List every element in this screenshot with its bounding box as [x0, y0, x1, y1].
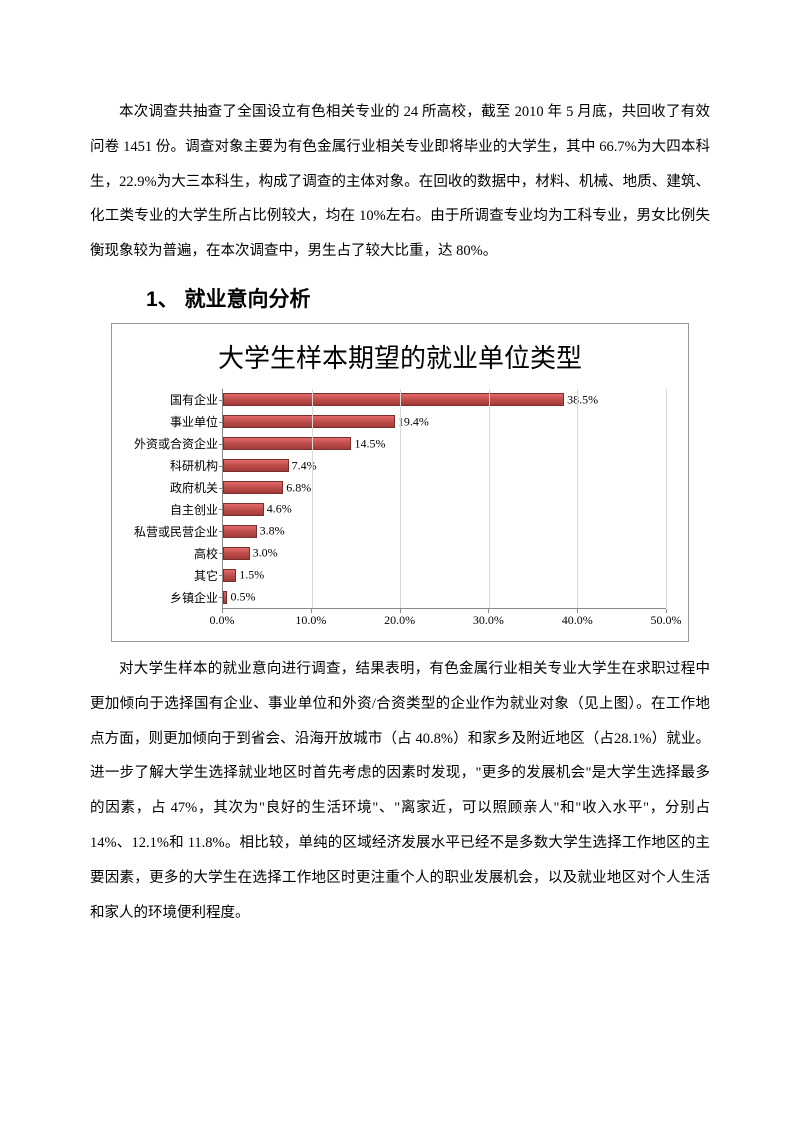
chart-content: 国有企业事业单位外资或合资企业科研机构政府机关自主创业私营或民营企业高校其它乡镇… — [134, 389, 666, 629]
y-axis-labels: 国有企业事业单位外资或合资企业科研机构政府机关自主创业私营或民营企业高校其它乡镇… — [134, 389, 218, 629]
y-label: 政府机关 — [134, 477, 218, 499]
y-label: 国有企业 — [134, 389, 218, 411]
bar-row: 0.5% — [223, 586, 666, 608]
bar-value-label: 3.8% — [260, 524, 285, 539]
grid-line — [400, 389, 401, 608]
y-label: 自主创业 — [134, 499, 218, 521]
bar-row: 3.0% — [223, 542, 666, 564]
y-label: 乡镇企业 — [134, 587, 218, 609]
employment-chart: 大学生样本期望的就业单位类型 国有企业事业单位外资或合资企业科研机构政府机关自主… — [111, 323, 689, 642]
bar: 3.0% — [223, 547, 250, 560]
bar: 4.6% — [223, 503, 264, 516]
x-label: 40.0% — [562, 613, 593, 628]
y-label: 其它 — [134, 565, 218, 587]
y-label: 高校 — [134, 543, 218, 565]
bar-value-label: 4.6% — [267, 502, 292, 517]
x-axis: 0.0%10.0%20.0%30.0%40.0%50.0% — [222, 609, 666, 629]
bar-row: 7.4% — [223, 455, 666, 477]
grid-line — [577, 389, 578, 608]
bar-row: 4.6% — [223, 499, 666, 521]
plot-area: 38.5% 19.4% 14.5% 7.4% 6.8% 4.6% 3.8% 3.0% 1.5% 0… — [222, 389, 666, 609]
x-label: 20.0% — [384, 613, 415, 628]
x-label: 30.0% — [473, 613, 504, 628]
grid-line — [666, 389, 667, 608]
y-label: 科研机构 — [134, 455, 218, 477]
y-label: 私营或民营企业 — [134, 521, 218, 543]
bar-row: 3.8% — [223, 520, 666, 542]
bar-value-label: 38.5% — [567, 392, 598, 407]
bar-row: 1.5% — [223, 564, 666, 586]
section-heading: 1、 就业意向分析 — [146, 283, 710, 313]
bar: 19.4% — [223, 415, 395, 428]
bar: 14.5% — [223, 437, 351, 450]
bar-value-label: 6.8% — [286, 480, 311, 495]
grid-line — [489, 389, 490, 608]
x-label: 10.0% — [295, 613, 326, 628]
bar-value-label: 7.4% — [292, 458, 317, 473]
bar: 1.5% — [223, 569, 236, 582]
bar-value-label: 1.5% — [239, 568, 264, 583]
bars-container: 38.5% 19.4% 14.5% 7.4% 6.8% 4.6% 3.8% 3.0% 1.5% 0… — [223, 389, 666, 608]
bar-row: 38.5% — [223, 389, 666, 411]
bar-row: 6.8% — [223, 477, 666, 499]
x-label: 0.0% — [210, 613, 235, 628]
bar: 7.4% — [223, 459, 289, 472]
bar-value-label: 3.0% — [253, 546, 278, 561]
plot-wrap: 38.5% 19.4% 14.5% 7.4% 6.8% 4.6% 3.8% 3.0% 1.5% 0… — [222, 389, 666, 629]
bar-row: 14.5% — [223, 433, 666, 455]
bar: 6.8% — [223, 481, 283, 494]
bar: 3.8% — [223, 525, 257, 538]
grid-line — [312, 389, 313, 608]
bar: 38.5% — [223, 393, 564, 406]
bar: 0.5% — [223, 591, 227, 604]
bar-value-label: 14.5% — [354, 436, 385, 451]
chart-title: 大学生样本期望的就业单位类型 — [134, 338, 666, 375]
bar-value-label: 19.4% — [398, 414, 429, 429]
y-label: 外资或合资企业 — [134, 433, 218, 455]
intro-paragraph: 本次调查共抽查了全国设立有色相关专业的 24 所高校，截至 2010 年 5 月… — [90, 95, 710, 269]
bar-value-label: 0.5% — [230, 590, 255, 605]
bar-row: 19.4% — [223, 411, 666, 433]
y-label: 事业单位 — [134, 411, 218, 433]
x-label: 50.0% — [651, 613, 682, 628]
analysis-paragraph: 对大学生样本的就业意向进行调查，结果表明，有色金属行业相关专业大学生在求职过程中… — [90, 652, 710, 930]
